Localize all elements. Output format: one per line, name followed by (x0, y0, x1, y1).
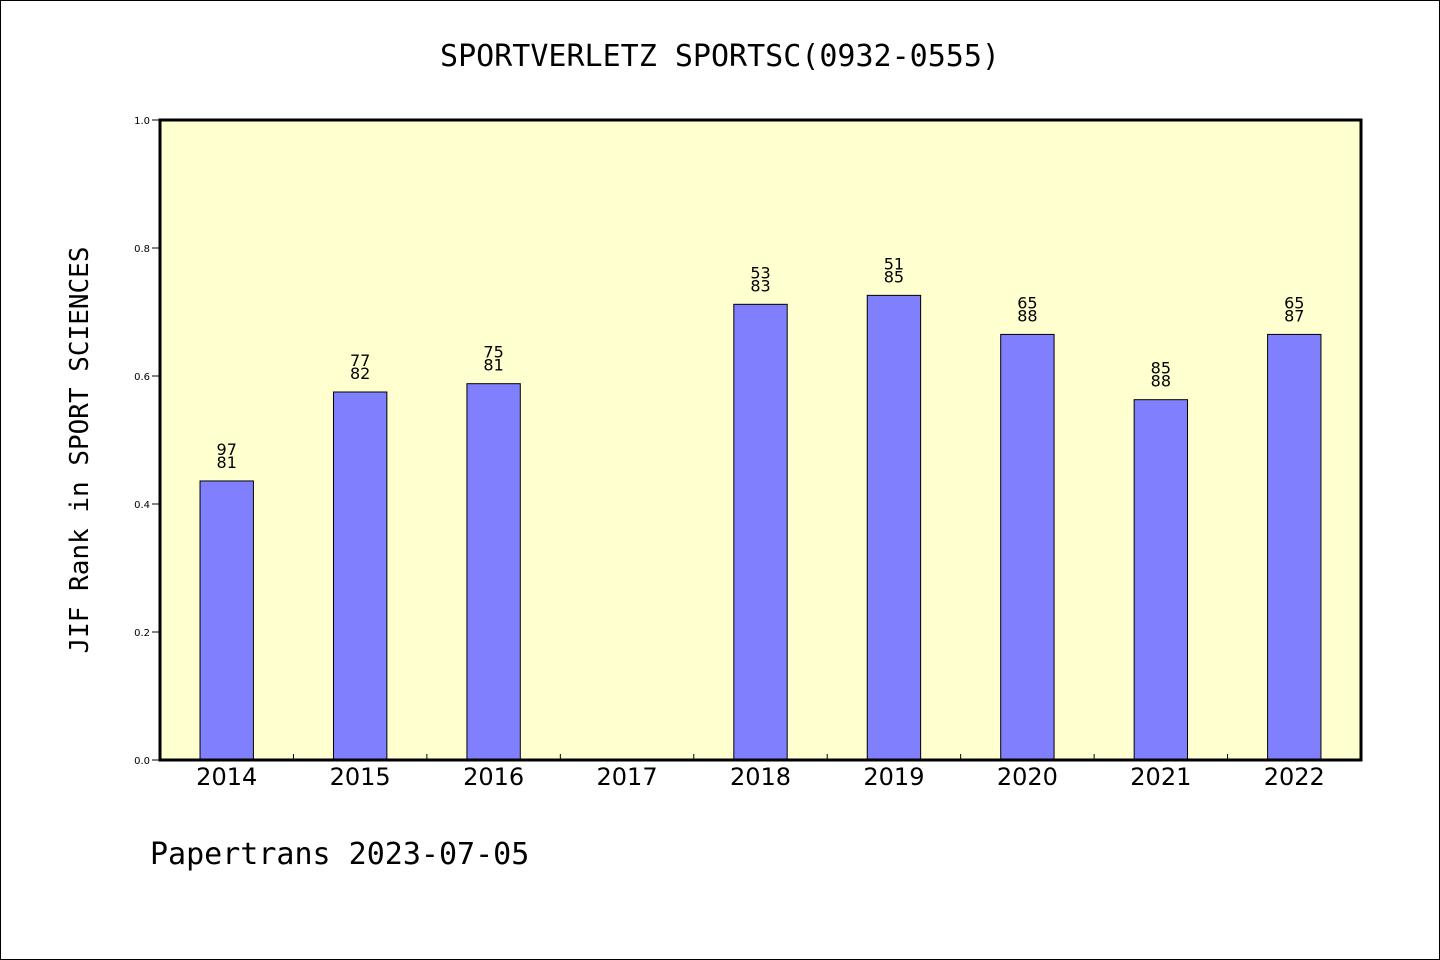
bar-label-2018-2: 83 (750, 276, 770, 295)
bar-2019 (866, 294, 922, 761)
y-tick-label-0.8: 0.8 (134, 244, 150, 255)
bar-label-2015-2: 82 (350, 364, 370, 383)
x-tick-label-2021: 2021 (1130, 763, 1191, 791)
bar-label-2016-2: 81 (483, 356, 503, 375)
bar-label-2021-2: 88 (1151, 372, 1171, 391)
x-axis-ticks: 2014 2015 2016 2017 2018 2019 2020 2021 2022 (196, 754, 1325, 791)
x-tick-label-2017: 2017 (597, 763, 658, 791)
bar-label-2022-1: 65 (1284, 293, 1304, 312)
x-tick-label-2016: 2016 (463, 763, 524, 791)
y-tick-label-1.0: 1.0 (134, 116, 150, 127)
y-axis-ticks: 0.0 0.2 0.4 0.6 0.8 1.0 (134, 116, 160, 767)
plot-border (158, 118, 1363, 762)
bar-label-2020-2: 88 (1017, 306, 1037, 325)
y-tick-label-0.6: 0.6 (134, 372, 150, 383)
y-tick-label-0.0: 0.0 (134, 756, 150, 767)
bar-label-2022-2: 87 (1284, 306, 1304, 325)
chart-title: SPORTVERLETZ SPORTSC(0932-0555) (440, 39, 1000, 74)
footer-stamp: Papertrans 2023-07-05 (150, 837, 529, 872)
bar-2018 (733, 303, 788, 761)
bar-2014 (199, 480, 254, 761)
bar-2015 (332, 391, 388, 761)
x-tick-label-2020: 2020 (997, 763, 1058, 791)
bar-label-2014-2: 81 (217, 453, 237, 472)
bar-label-2019-2: 85 (884, 267, 904, 286)
bar-2020 (1000, 333, 1055, 761)
y-axis-label: JIF Rank in SPORT SCIENCES (65, 247, 95, 654)
x-tick-label-2022: 2022 (1264, 763, 1325, 791)
bar-2016 (466, 383, 521, 761)
bar-label-2014-1: 97 (217, 440, 237, 459)
x-tick-label-2018: 2018 (730, 763, 791, 791)
bars-layer (199, 294, 1322, 761)
bar-label-2019-1: 51 (884, 254, 904, 273)
bar-label-2015-1: 77 (350, 351, 370, 370)
x-tick-label-2015: 2015 (330, 763, 391, 791)
x-tick-label-2019: 2019 (863, 763, 924, 791)
bar-label-2021-1: 85 (1151, 359, 1171, 378)
bar-2022 (1267, 333, 1322, 761)
y-tick-label-0.4: 0.4 (134, 500, 150, 511)
bar-label-2020-1: 65 (1017, 293, 1037, 312)
bar-2021 (1133, 399, 1189, 761)
y-tick-label-0.2: 0.2 (134, 628, 150, 639)
bar-label-2018-1: 53 (750, 263, 770, 282)
x-tick-label-2014: 2014 (196, 763, 257, 791)
bar-label-2016-1: 75 (483, 343, 503, 362)
